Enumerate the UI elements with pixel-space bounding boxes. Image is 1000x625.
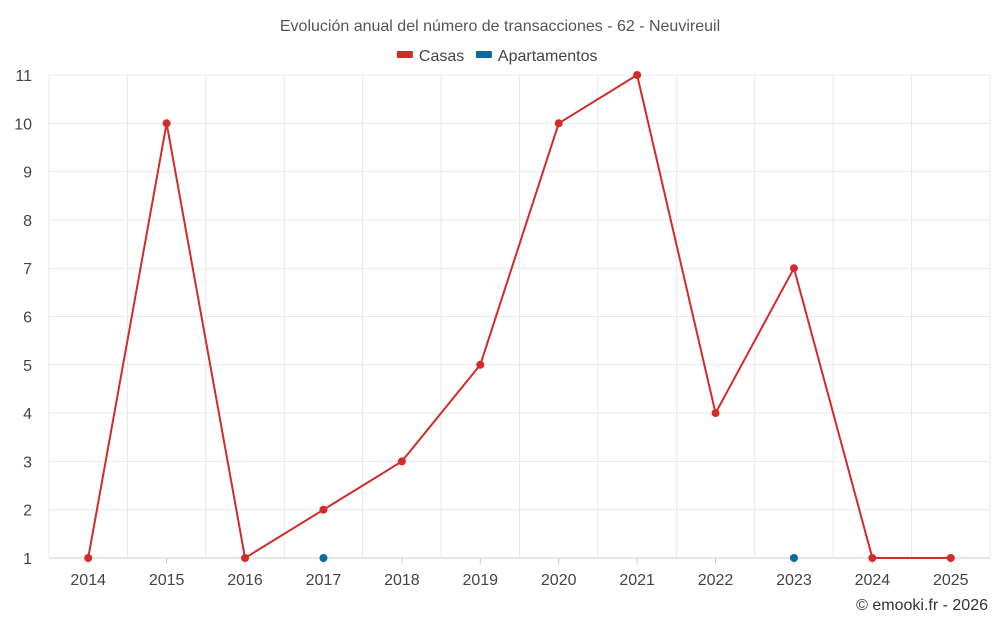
data-point[interactable] [946, 554, 955, 562]
legend-swatch [475, 51, 492, 58]
y-tick-label: 10 [14, 116, 32, 133]
data-point[interactable] [633, 71, 642, 79]
x-tick-label: 2019 [462, 572, 498, 589]
data-point[interactable] [162, 119, 171, 128]
data-point[interactable] [476, 360, 485, 369]
legend-swatch [396, 51, 413, 58]
x-tick-label: 2018 [384, 572, 420, 589]
data-point[interactable] [319, 505, 328, 514]
series-layer [84, 71, 955, 562]
y-tick-label: 7 [23, 261, 32, 278]
x-tick-label: 2021 [619, 572, 655, 589]
data-point[interactable] [868, 554, 877, 562]
x-tick-label: 2014 [70, 572, 106, 589]
legend: Casas Apartamentos [396, 48, 598, 65]
y-tick-label: 8 [23, 213, 32, 230]
series-casas [84, 71, 955, 562]
x-axis-ticks: 2014 2015 2016 2017 2018 2019 2020 2021 2022 2023… [70, 558, 969, 589]
x-tick-label: 2024 [855, 572, 891, 589]
series-apartamentos [319, 554, 798, 562]
data-point[interactable] [789, 264, 798, 273]
legend-label: Apartamentos [498, 48, 598, 65]
x-tick-label: 2017 [306, 572, 342, 589]
y-tick-label: 1 [23, 551, 32, 568]
legend-label: Casas [419, 48, 464, 65]
x-tick-label: 2020 [541, 572, 577, 589]
y-tick-label: 9 [23, 165, 32, 182]
x-tick-label: 2025 [933, 572, 969, 589]
data-point[interactable] [397, 457, 406, 466]
data-point[interactable] [319, 554, 328, 562]
y-tick-label: 6 [23, 310, 32, 327]
x-tick-label: 2023 [776, 572, 812, 589]
chart-title: Evolución anual del número de transaccio… [280, 18, 720, 35]
y-axis-ticks: 1 2 3 4 5 6 7 8 9 10 11 [14, 68, 32, 568]
credit-text: © emooki.fr - 2026 [856, 597, 988, 614]
x-tick-label: 2022 [698, 572, 734, 589]
data-point[interactable] [789, 554, 798, 562]
data-point[interactable] [84, 554, 93, 562]
legend-item-apartamentos[interactable]: Apartamentos [475, 48, 598, 65]
x-tick-label: 2015 [149, 572, 185, 589]
legend-item-casas[interactable]: Casas [396, 48, 464, 65]
y-tick-label: 11 [15, 68, 32, 85]
data-point[interactable] [241, 554, 250, 562]
y-tick-label: 4 [23, 406, 32, 423]
y-tick-label: 2 [23, 503, 32, 520]
series-line [87, 74, 951, 559]
data-point[interactable] [711, 409, 720, 418]
data-point[interactable] [554, 119, 563, 128]
y-tick-label: 3 [23, 454, 32, 471]
y-tick-label: 5 [23, 358, 32, 375]
x-tick-label: 2016 [227, 572, 263, 589]
